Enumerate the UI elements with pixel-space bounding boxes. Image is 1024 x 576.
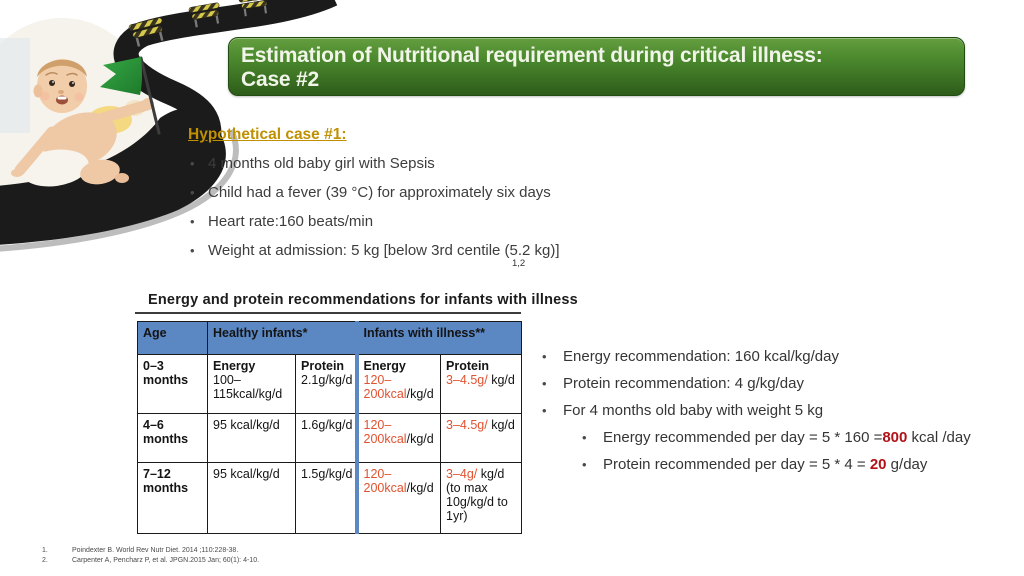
header-age: Age <box>137 321 208 355</box>
cell-illness-protein: Protein 3–4.5g/ kg/d <box>440 354 522 414</box>
table-row: 7–12 months 95 kcal/kg/d 1.5g/kg/d 120–2… <box>137 462 522 534</box>
cell-healthy-protein: Protein 2.1g/kg/d <box>295 354 357 414</box>
road-barrier-icon <box>128 17 164 47</box>
reference-marker: 1,2 <box>512 258 526 269</box>
footnotes: 1. Poindexter B. World Rev Nutr Diet. 201… <box>42 546 259 565</box>
cell-illness-protein: 3–4.5g/ kg/d <box>440 413 522 463</box>
cell-age: 0–3 months <box>137 354 208 414</box>
cell-illness-energy: 120–200kcal/kg/d <box>354 462 441 534</box>
baby-image <box>11 59 154 187</box>
cell-healthy-energy: Energy 100–115kcal/kg/d <box>207 354 296 414</box>
cell-healthy-energy: 95 kcal/kg/d <box>207 413 296 463</box>
cell-illness-protein: 3–4g/ kg/d (to max 10g/kg/d to 1yr) <box>440 462 522 534</box>
table-title-rule <box>135 312 521 314</box>
table-title: Energy and protein recommendations for i… <box>148 292 578 308</box>
road-barrier-icon <box>188 2 220 28</box>
table-row: 0–3 months Energy 100–115kcal/kg/d Prote… <box>137 354 522 414</box>
results-bullet-list: Energy recommendation: 160 kcal/kg/day P… <box>540 349 1010 484</box>
case-bullet: 4 months old baby girl with Sepsis <box>188 156 608 173</box>
cell-age: 7–12 months <box>137 462 208 534</box>
baby-road-graphic <box>0 0 338 252</box>
slide-title-line1: Estimation of Nutritional requirement du… <box>241 44 823 67</box>
case-heading: Hypothetical case #1: <box>188 126 347 143</box>
cell-illness-energy: 120–200kcal/kg/d <box>354 413 441 463</box>
result-sub-bullet: Energy recommended per day = 5 * 160 =80… <box>580 430 1010 445</box>
result-bullet: Energy recommendation: 160 kcal/kg/day <box>540 349 1010 364</box>
case-bullet: Child had a fever (39 °C) for approximat… <box>188 185 608 202</box>
cell-age: 4–6 months <box>137 413 208 463</box>
green-flag-icon <box>100 56 161 135</box>
header-healthy-infants: Healthy infants* <box>207 321 357 355</box>
cell-healthy-protein: 1.6g/kg/d <box>295 413 357 463</box>
case-bullet: Weight at admission: 5 kg [below 3rd cen… <box>188 243 608 260</box>
slide-title-line2: Case #2 <box>241 68 319 91</box>
case-bullet: Heart rate:160 beats/min <box>188 214 608 231</box>
result-bullet: Protein recommendation: 4 g/kg/day <box>540 376 1010 391</box>
road-barrier-icon <box>238 0 268 17</box>
header-infants-with-illness: Infants with illness** <box>354 321 522 355</box>
result-bullet: For 4 months old baby with weight 5 kg <box>540 403 1010 418</box>
footnote: 2. Carpenter A, Pencharz P, et al. JPGN.2… <box>42 556 260 564</box>
cell-illness-energy: Energy 120–200kcal/kg/d <box>354 354 441 414</box>
cell-healthy-protein: 1.5g/kg/d <box>295 462 357 534</box>
case-bullet-list: 4 months old baby girl with Sepsis Child… <box>188 156 608 272</box>
result-sub-bullet: Protein recommended per day = 5 * 4 = 20… <box>580 457 1010 472</box>
slide-title-banner: Estimation of Nutritional requirement du… <box>228 37 965 96</box>
footnote: 1. Poindexter B. World Rev Nutr Diet. 201… <box>42 547 239 554</box>
table-header-row: Age Healthy infants* Infants with illnes… <box>137 321 522 355</box>
table-row: 4–6 months 95 kcal/kg/d 1.6g/kg/d 120–20… <box>137 413 522 463</box>
nutrition-table: Age Healthy infants* Infants with illnes… <box>137 321 522 534</box>
cell-healthy-energy: 95 kcal/kg/d <box>207 462 296 534</box>
